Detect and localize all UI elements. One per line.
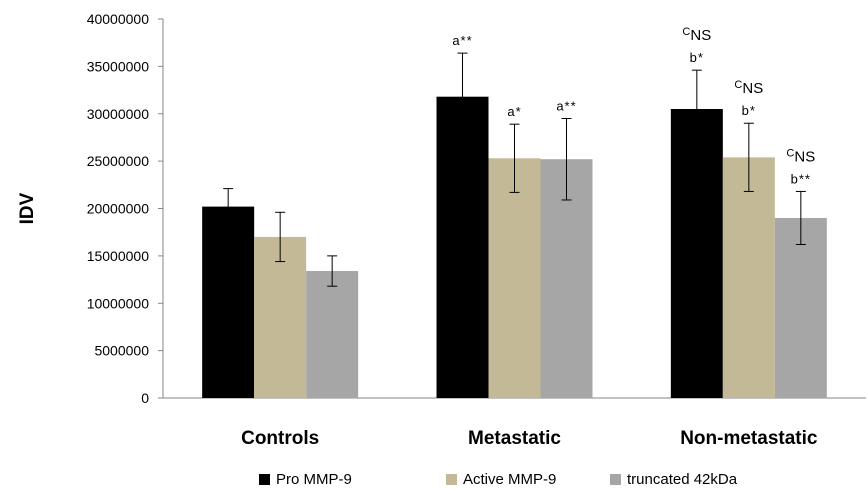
- y-tick-label: 10000000: [87, 295, 150, 311]
- bars: [202, 96, 827, 398]
- legend-swatch: [446, 474, 457, 485]
- y-tick-label: 40000000: [87, 11, 150, 27]
- legend-swatch: [610, 474, 621, 485]
- axes: 0 5000000 10000000 15000000 20000000 25000000…: [17, 11, 866, 449]
- y-tick-label: 35000000: [87, 58, 150, 74]
- bar-1-0: [254, 236, 307, 398]
- significance-label: CNS: [786, 147, 815, 165]
- y-tick-label: 25000000: [87, 153, 150, 169]
- bar-1-2: [722, 157, 775, 398]
- bar-0-1: [436, 96, 489, 398]
- legend-label: truncated 42kDa: [627, 471, 738, 488]
- bar-0-2: [670, 109, 723, 398]
- y-tick-label: 15000000: [87, 248, 150, 264]
- significance-label: a*: [507, 104, 521, 119]
- significance-label: CNS: [734, 79, 763, 97]
- significance-label: b*: [690, 50, 704, 65]
- bar-1-1: [488, 158, 541, 398]
- x-category-label: Metastatic: [468, 428, 561, 449]
- bar-0-0: [202, 206, 255, 398]
- significance-sup: C: [682, 26, 690, 38]
- significance-text: NS: [794, 148, 815, 165]
- significance-sup: C: [786, 147, 794, 159]
- bar-2-0: [306, 271, 359, 398]
- y-axis-label: IDV: [17, 192, 38, 224]
- legend-label: Pro MMP-9: [276, 471, 352, 488]
- y-tick-label: 20000000: [87, 201, 150, 217]
- legend: Pro MMP-9 Active MMP-9 truncated 42kDa: [259, 471, 738, 488]
- significance-label: b*: [742, 103, 756, 118]
- error-bars: [223, 52, 806, 287]
- significance-text: NS: [742, 80, 763, 97]
- y-tick-label: 30000000: [87, 106, 150, 122]
- significance-label: b**: [791, 171, 811, 186]
- legend-label: Active MMP-9: [463, 471, 556, 488]
- significance-label: a**: [452, 33, 472, 48]
- y-tick-label: 0: [141, 390, 149, 406]
- y-tick-label: 5000000: [94, 343, 149, 359]
- significance-sup: C: [734, 79, 742, 91]
- legend-swatch: [259, 474, 270, 485]
- significance-label: a**: [556, 98, 576, 113]
- bar-2-2: [774, 217, 827, 398]
- x-category-label: Non-metastatic: [680, 428, 818, 449]
- significance-label: CNS: [682, 26, 711, 44]
- x-category-label: Controls: [241, 428, 319, 449]
- significance-text: NS: [690, 27, 711, 44]
